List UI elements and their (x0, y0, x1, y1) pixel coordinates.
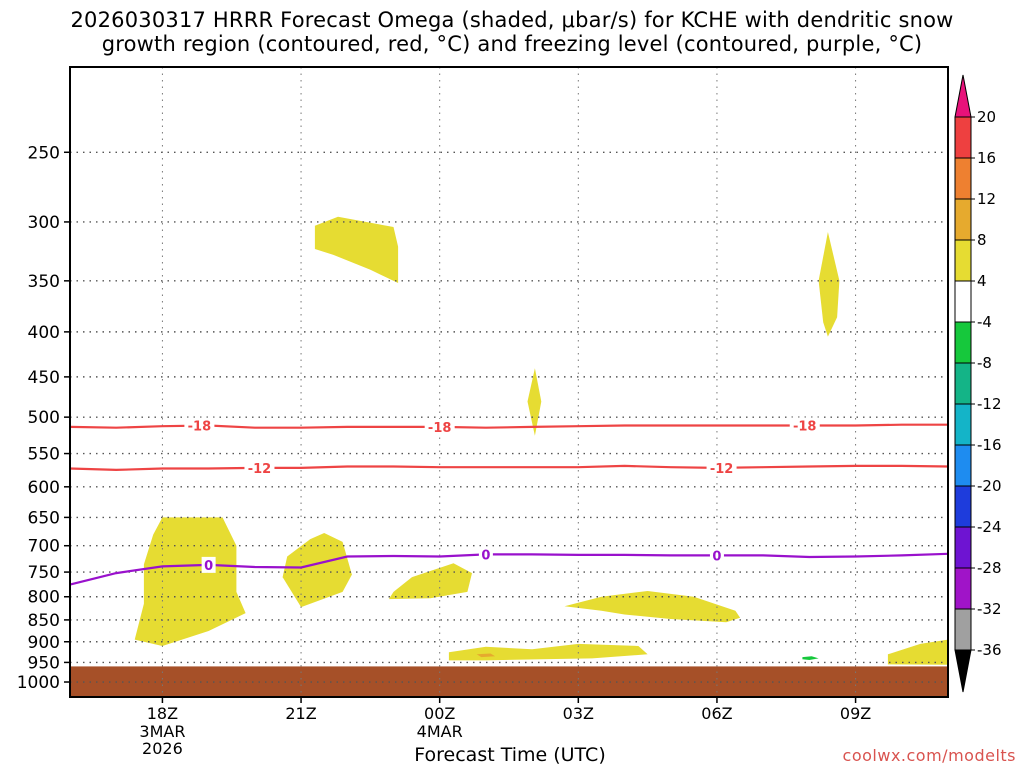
colorbar-bottom-arrow (954, 649, 972, 693)
ytick-label-950: 950 (28, 653, 60, 673)
ytick-label-250: 250 (28, 143, 60, 163)
omega-region-5 (527, 368, 542, 436)
ytick-label-750: 750 (28, 563, 60, 583)
omega-region-2 (314, 216, 399, 283)
contour-layer: -18 -18 -18 -12 -12 0 0 0 (69, 417, 949, 586)
colorbar-bin (954, 239, 972, 282)
contour-label-bg (201, 556, 216, 573)
contour-label-bg (184, 417, 215, 434)
colorbar-bin (954, 321, 972, 364)
colorbar-bin (954, 608, 972, 651)
ytick-label-550: 550 (28, 445, 60, 465)
contour-label-bg (709, 547, 724, 564)
contour-label-0: 0 (712, 549, 721, 564)
contour-label--18: -18 (188, 420, 212, 435)
colorbar-label--20: -20 (977, 477, 1002, 495)
colorbar-label-12: 12 (977, 190, 996, 208)
colorbar-bin (954, 444, 972, 487)
omega-region-1 (134, 517, 246, 646)
omega-region-4 (388, 563, 472, 600)
contour-label-bg (478, 546, 493, 563)
colorbar: 20 16 12 8 4 -4 -8 -12 -16 -20 -24 -28 -32 -36 (954, 74, 1002, 693)
ytick-label-400: 400 (28, 323, 60, 343)
omega-region-9 (476, 653, 496, 658)
colorbar-label-16: 16 (977, 149, 996, 167)
ytick-label-850: 850 (28, 611, 60, 631)
colorbar-bin (954, 116, 972, 159)
contour-label-0: 0 (204, 559, 213, 574)
contour-label--18: -18 (793, 419, 817, 434)
colorbar-bin (954, 567, 972, 610)
colorbar-label--28: -28 (977, 559, 1002, 577)
colorbar-label--32: -32 (977, 600, 1002, 618)
axes-layer: 2503003504004505005506006507007508008509… (17, 66, 949, 758)
omega-shading-layer (134, 216, 948, 665)
omega-region-6 (818, 232, 840, 337)
terrain-surface-layer (70, 666, 948, 697)
ytick-label-600: 600 (28, 478, 60, 498)
contour-label-bg (244, 459, 275, 476)
colorbar-bin (954, 403, 972, 446)
xtick-label-21Z: 21Z (285, 704, 316, 723)
contour-label-bg (706, 459, 737, 476)
xtick-label-06Z: 06Z (701, 704, 732, 723)
contour-0-line (69, 552, 949, 586)
ytick-label-350: 350 (28, 272, 60, 292)
colorbar-bin (954, 526, 972, 569)
xtick-sublabel: 2026 (142, 739, 183, 758)
contour--12-line (69, 464, 949, 472)
omega-region-11 (802, 656, 819, 660)
ytick-label-1000: 1000 (17, 673, 60, 693)
contour-label-bg (424, 418, 455, 435)
ytick-label-450: 450 (28, 368, 60, 388)
ytick-label-650: 650 (28, 508, 60, 528)
colorbar-bin (954, 280, 972, 323)
xtick-label-09Z: 09Z (840, 704, 871, 723)
chart-title-line-2: growth region (contoured, red, °C) and f… (101, 32, 923, 56)
colorbar-label--12: -12 (977, 395, 1002, 413)
omega-region-7 (564, 591, 741, 623)
chart-title-line-1: 2026030317 HRRR Forecast Omega (shaded, … (70, 8, 954, 32)
colorbar-bin (954, 485, 972, 528)
xtick-label-18Z: 18Z (147, 704, 178, 723)
xtick-sublabel: 4MAR (417, 722, 463, 741)
contour-label--12: -12 (248, 462, 272, 477)
colorbar-label-4: 4 (977, 272, 987, 290)
colorbar-label-8: 8 (977, 231, 987, 249)
colorbar-label--8: -8 (977, 354, 992, 372)
ytick-label-900: 900 (28, 633, 60, 653)
x-axis-label: Forecast Time (UTC) (414, 744, 606, 766)
omega-region-8 (448, 643, 648, 661)
contour-label-0: 0 (481, 548, 490, 563)
contour-label--12: -12 (710, 462, 734, 477)
ytick-label-500: 500 (28, 408, 60, 428)
plot-frame (69, 66, 949, 698)
colorbar-label--16: -16 (977, 436, 1002, 454)
omega-region-10 (887, 639, 948, 665)
colorbar-label-20: 20 (977, 108, 996, 126)
ytick-label-800: 800 (28, 588, 60, 608)
colorbar-bin (954, 157, 972, 200)
xtick-label-03Z: 03Z (563, 704, 594, 723)
xtick-sublabel: 3MAR (139, 722, 185, 741)
colorbar-label--4: -4 (977, 313, 992, 331)
ytick-label-300: 300 (28, 213, 60, 233)
contour-label--18: -18 (428, 421, 452, 436)
contour-label-bg (789, 417, 820, 434)
ytick-label-700: 700 (28, 537, 60, 557)
colorbar-top-arrow (954, 74, 972, 118)
site-credit[interactable]: coolwx.com/modelts (842, 746, 1016, 765)
xtick-label-00Z: 00Z (424, 704, 455, 723)
colorbar-label--24: -24 (977, 518, 1002, 536)
colorbar-bin (954, 362, 972, 405)
grid-layer (70, 67, 948, 697)
ground-surface (70, 666, 948, 697)
omega-region-3 (282, 533, 352, 608)
colorbar-label--36: -36 (977, 641, 1002, 659)
colorbar-bin (954, 198, 972, 241)
